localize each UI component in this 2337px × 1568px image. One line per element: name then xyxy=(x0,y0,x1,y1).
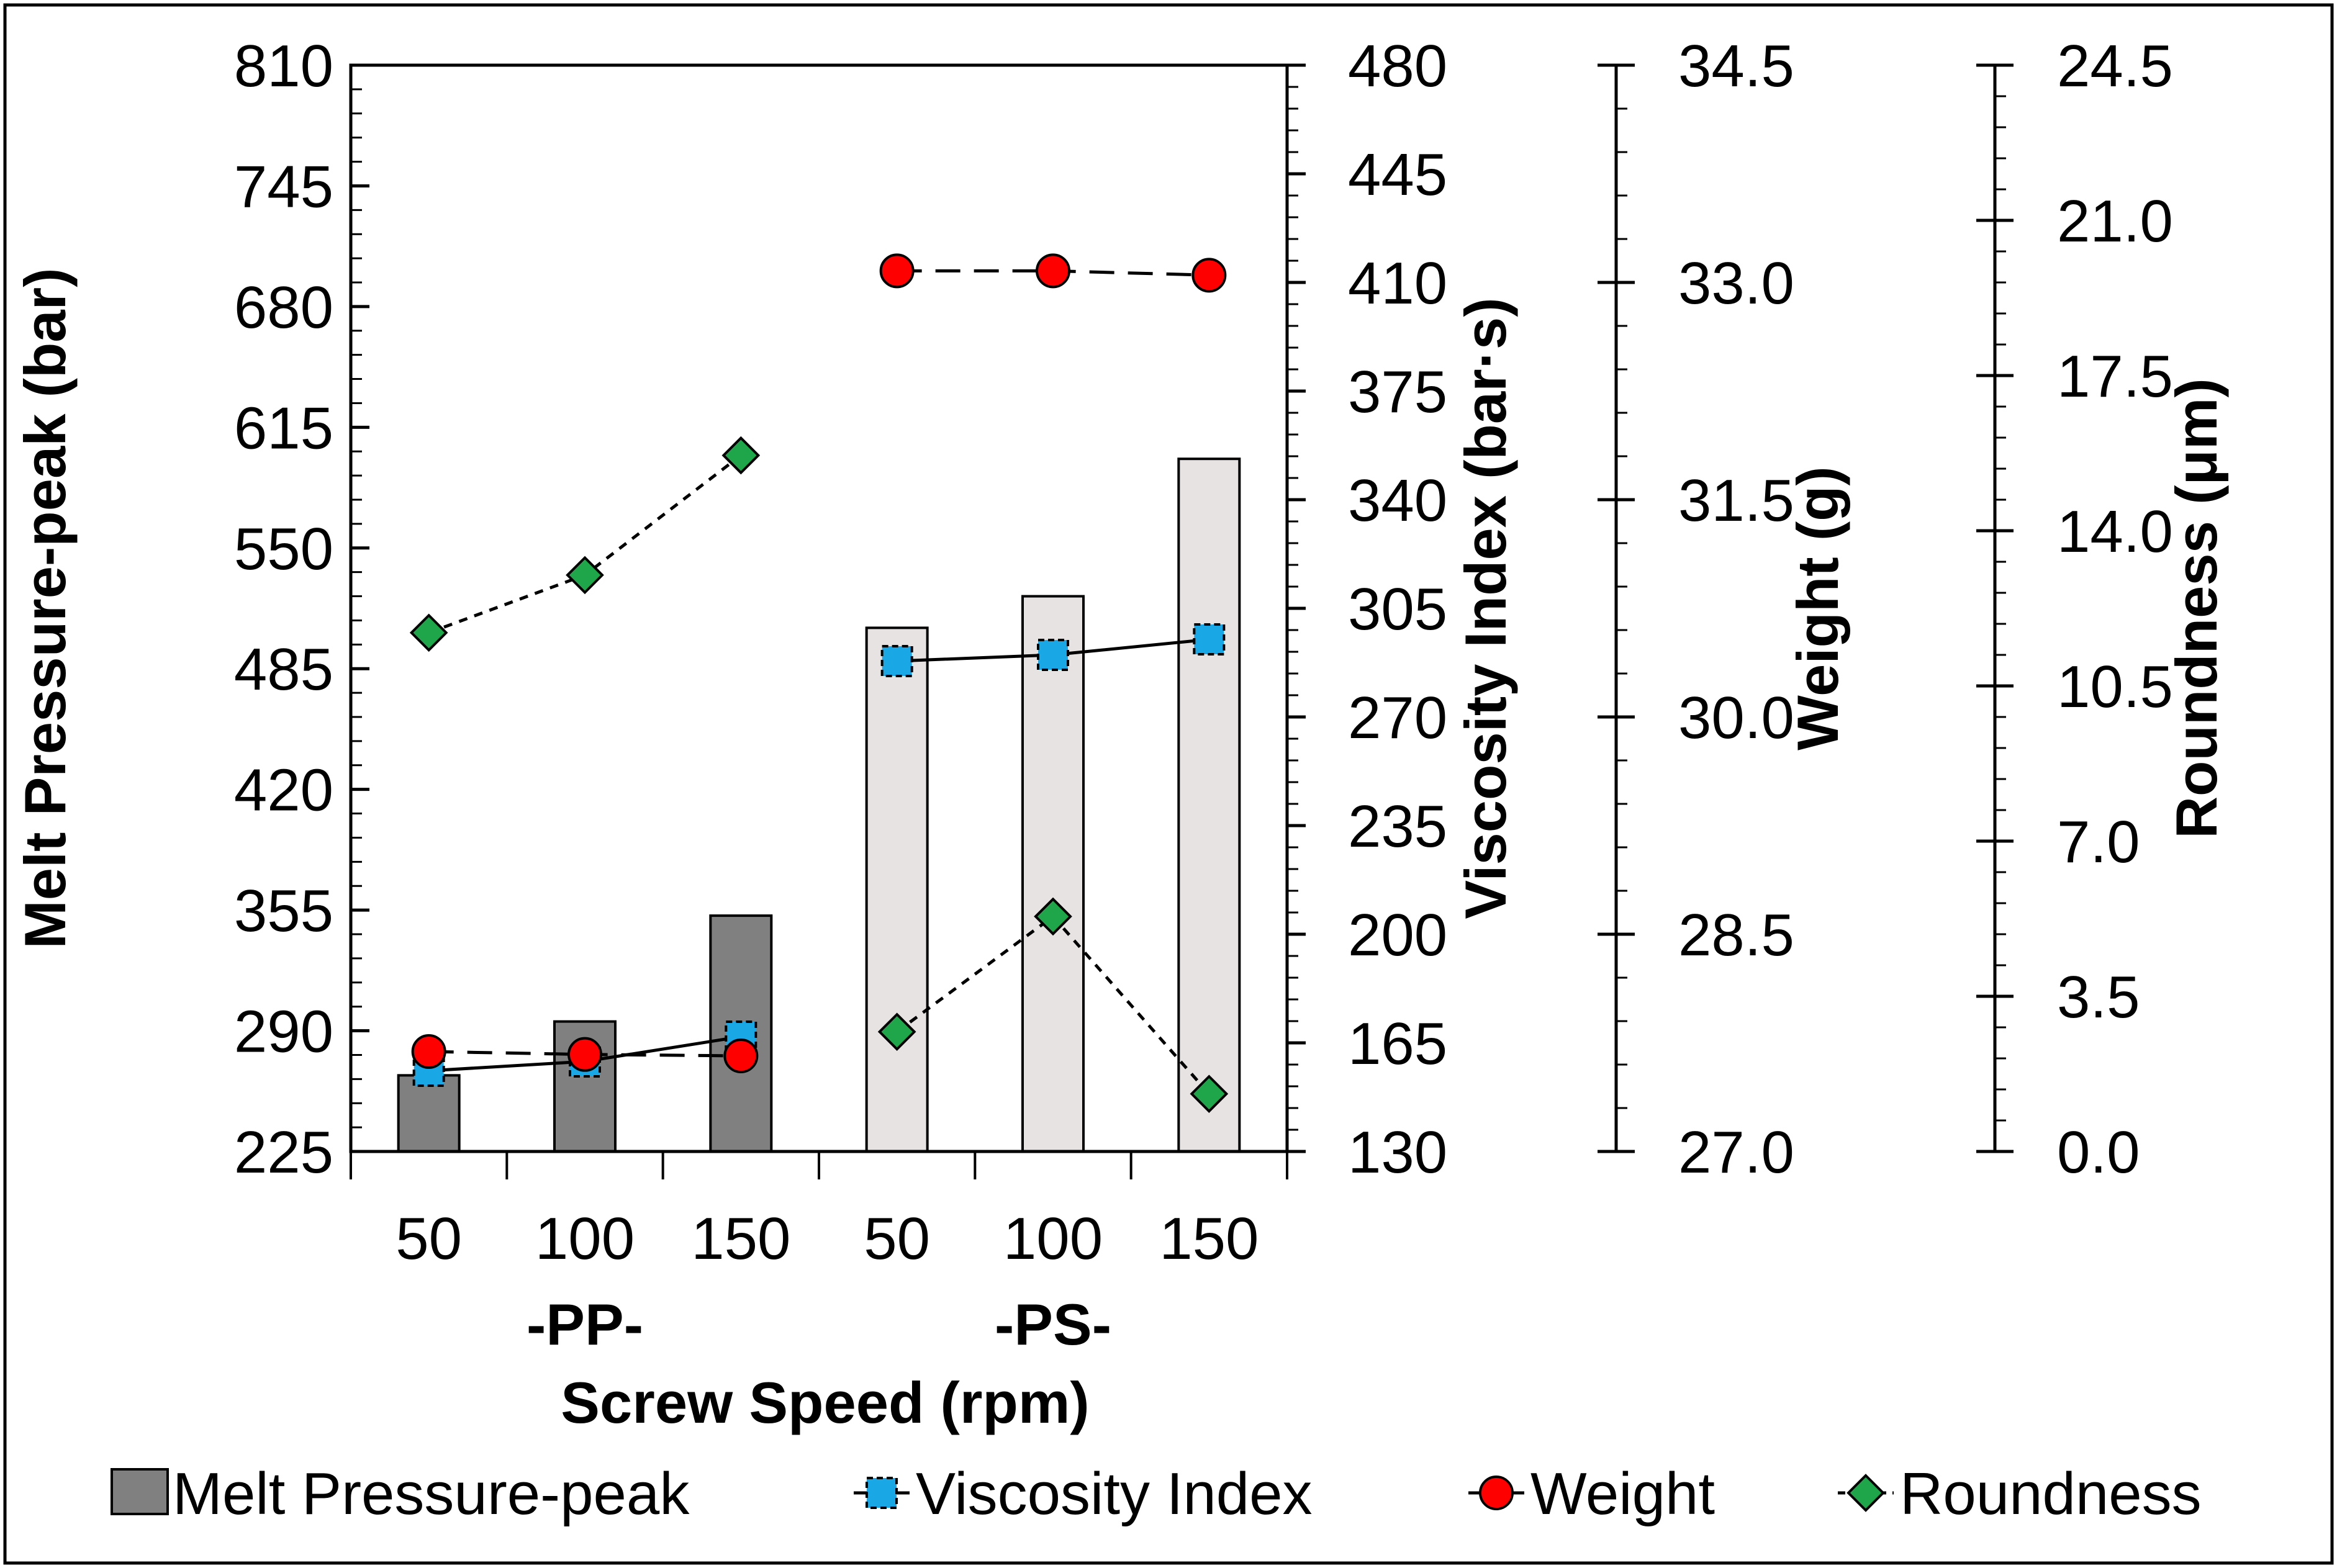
roundness-point xyxy=(1190,1075,1229,1113)
x-tick-label: 100 xyxy=(535,1205,635,1272)
viscosity-index-point xyxy=(880,645,913,677)
x-tick-label: 150 xyxy=(691,1205,790,1272)
melt-tick-label: 355 xyxy=(234,878,333,944)
roundness-point xyxy=(721,436,761,475)
roundness-point xyxy=(1034,897,1072,936)
weight-point xyxy=(567,1037,602,1072)
weight-point xyxy=(1036,253,1070,289)
x-tick-label: 50 xyxy=(396,1205,462,1272)
legend-label-weight: Weight xyxy=(1530,1461,1715,1527)
melt-tick-label: 810 xyxy=(234,33,333,99)
melt-tick-label: 680 xyxy=(234,274,333,341)
legend-marker-weight xyxy=(1479,1476,1514,1510)
melt-tick-label: 485 xyxy=(234,636,333,703)
weight-point xyxy=(879,253,915,289)
roundness-tick-label: 7.0 xyxy=(2057,809,2140,875)
viscosity-index-point xyxy=(1037,639,1069,671)
weight-tick-label: 28.5 xyxy=(1678,902,1794,968)
x-tick-label: 150 xyxy=(1159,1205,1259,1272)
roundness-point xyxy=(409,613,448,652)
x-axis-title: Screw Speed (rpm) xyxy=(561,1370,1089,1435)
weight-tick-label: 33.0 xyxy=(1678,250,1794,317)
viscosity-axis-title: Viscosity Index (bar·s) xyxy=(1453,297,1518,919)
x-group-label: -PP- xyxy=(527,1292,643,1357)
bar-melt-pressure xyxy=(1021,595,1085,1153)
x-tick-label: 100 xyxy=(1003,1205,1103,1272)
plot-area xyxy=(349,63,1289,1153)
melt-tick-label: 420 xyxy=(234,757,333,824)
legend-swatch-melt-pressure-peak xyxy=(111,1468,169,1515)
legend-marker-roundness xyxy=(1847,1474,1885,1512)
melt-tick-label: 615 xyxy=(234,395,333,461)
viscosity-index-point xyxy=(1193,623,1226,656)
legend-label-melt-pressure-peak: Melt Pressure-peak xyxy=(173,1461,690,1527)
x-tick-label: 50 xyxy=(864,1205,930,1272)
roundness-tick-label: 21.0 xyxy=(2057,188,2173,255)
viscosity-tick-label: 375 xyxy=(1348,359,1447,425)
legend-marker-viscosity-index xyxy=(866,1477,898,1509)
viscosity-tick-label: 340 xyxy=(1348,467,1447,534)
bar-melt-pressure xyxy=(553,1020,617,1153)
melt-tick-label: 290 xyxy=(234,999,333,1065)
weight-point xyxy=(723,1039,759,1073)
viscosity-tick-label: 130 xyxy=(1348,1119,1447,1186)
viscosity-tick-label: 235 xyxy=(1348,793,1447,860)
melt-axis-title: Melt Pressure-peak (bar) xyxy=(12,268,78,948)
weight-tick-label: 27.0 xyxy=(1678,1119,1794,1186)
weight-tick-label: 30.0 xyxy=(1678,685,1794,751)
lines-layer xyxy=(409,253,1229,1113)
weight-tick-label: 31.5 xyxy=(1678,467,1794,534)
roundness-tick-label: 17.5 xyxy=(2057,343,2173,410)
roundness-tick-label: 24.5 xyxy=(2057,33,2173,99)
roundness-tick-label: 10.5 xyxy=(2057,654,2173,720)
roundness-tick-label: 3.5 xyxy=(2057,964,2140,1030)
melt-tick-label: 550 xyxy=(234,516,333,582)
viscosity-tick-label: 165 xyxy=(1348,1011,1447,1077)
melt-tick-label: 745 xyxy=(234,153,333,220)
roundness-tick-label: 0.0 xyxy=(2057,1119,2140,1186)
bars-layer xyxy=(397,457,1241,1153)
legend: Melt Pressure-peak Viscosity Index Weight R… xyxy=(111,1461,2202,1527)
viscosity-tick-label: 410 xyxy=(1348,250,1447,317)
weight-tick-label: 34.5 xyxy=(1678,33,1794,99)
viscosity-tick-label: 445 xyxy=(1348,142,1447,208)
roundness-point xyxy=(877,1012,916,1051)
legend-label-viscosity-index: Viscosity Index xyxy=(916,1461,1313,1527)
bar-melt-pressure xyxy=(865,626,929,1153)
viscosity-tick-label: 305 xyxy=(1348,576,1447,642)
weight-point xyxy=(1191,258,1227,293)
viscosity-tick-label: 480 xyxy=(1348,33,1447,99)
legend-label-roundness: Roundness xyxy=(1900,1461,2202,1527)
bar-melt-pressure xyxy=(1177,457,1241,1153)
axes-layer: 225 290 355 420 485 550 615 680 745 810 Melt Press… xyxy=(12,33,2229,1435)
roundness-axis-title: Roundness (μm) xyxy=(2164,378,2229,839)
roundness-tick-label: 14.0 xyxy=(2057,498,2173,565)
weight-point xyxy=(411,1034,446,1069)
viscosity-tick-label: 270 xyxy=(1348,685,1447,751)
weight-axis-title: Weight (g) xyxy=(1785,466,1850,750)
roundness-point xyxy=(566,556,604,595)
melt-tick-label: 225 xyxy=(234,1119,333,1186)
viscosity-tick-label: 200 xyxy=(1348,902,1447,968)
x-group-label: -PS- xyxy=(995,1292,1111,1357)
